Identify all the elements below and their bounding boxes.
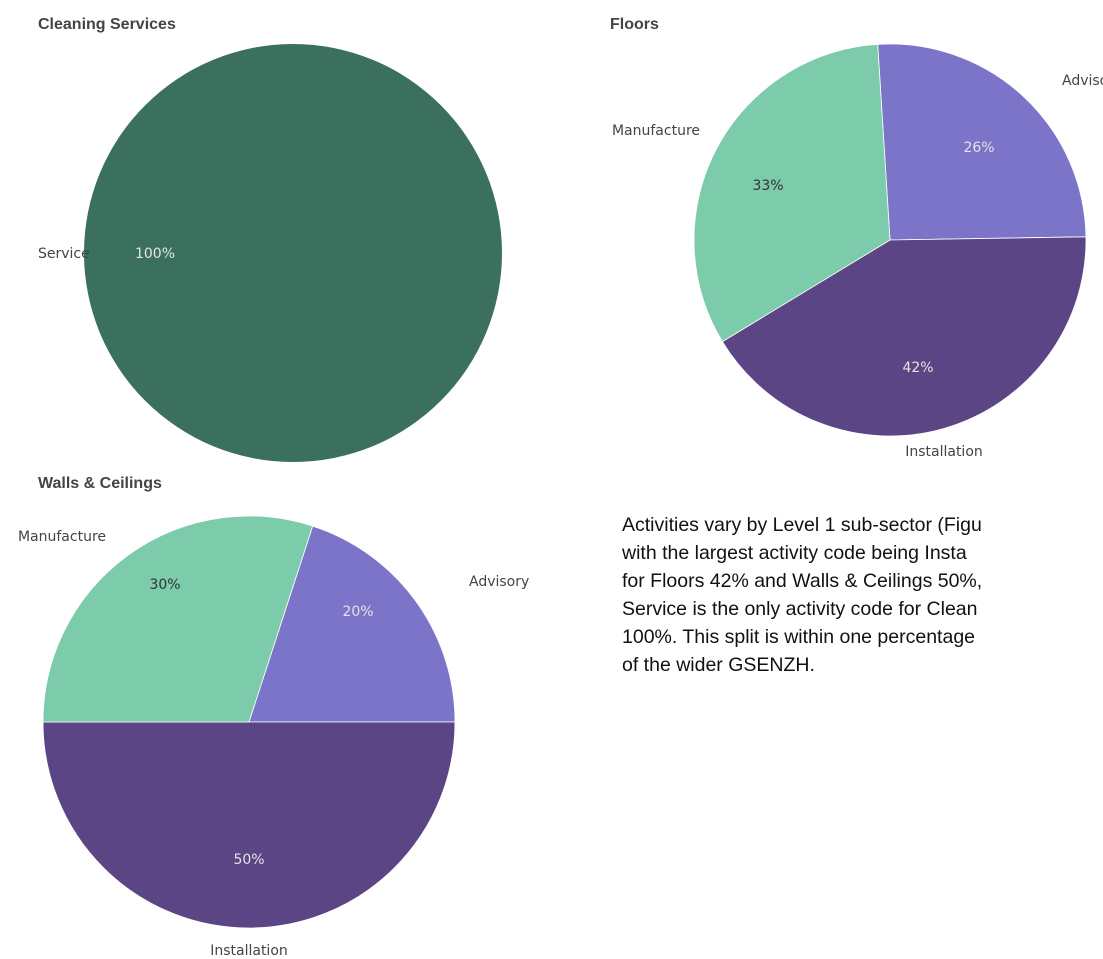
pie-slice [84,44,502,462]
paragraph-line: of the wider GSENZH. [622,654,815,676]
paragraph-line: for Floors 42% and Walls & Ceilings 50%, [622,570,983,592]
pie-slice [42,721,456,929]
slice-value-label: 20% [342,604,373,620]
slice-label: Installation [210,943,288,959]
slice-label: Service [38,246,90,262]
pie-slice [42,515,314,723]
paragraph-line: Activities vary by Level 1 sub-sector (F… [622,514,982,536]
slice-value-label: 30% [149,577,180,593]
slice-label: Installation [905,444,983,460]
slice-value-label: 33% [752,178,783,194]
slice-label: Manufacture [612,123,700,139]
slice-label: Advisory [469,574,529,590]
slice-label: Advisory [1062,73,1103,89]
chart-title: Floors [610,16,659,33]
paragraph-line: 100%. This split is within one percentag… [622,626,976,648]
pie-slice [877,43,1087,241]
slice-value-label: 42% [902,360,933,376]
paragraph-line: with the largest activity code being Ins… [622,542,967,564]
pie-slice [248,525,456,723]
paragraph-line: Service is the only activity code for Cl… [622,598,978,620]
slice-value-label: 100% [135,246,175,262]
slice-label: Manufacture [18,529,106,545]
slice-value-label: 50% [233,852,264,868]
chart-title: Cleaning Services [38,16,176,33]
slice-value-label: 26% [963,140,994,156]
paragraph: Activities vary by Level 1 sub-sector (F… [622,511,1103,679]
pie-slice [693,43,891,343]
chart-title: Walls & Ceilings [38,475,162,492]
